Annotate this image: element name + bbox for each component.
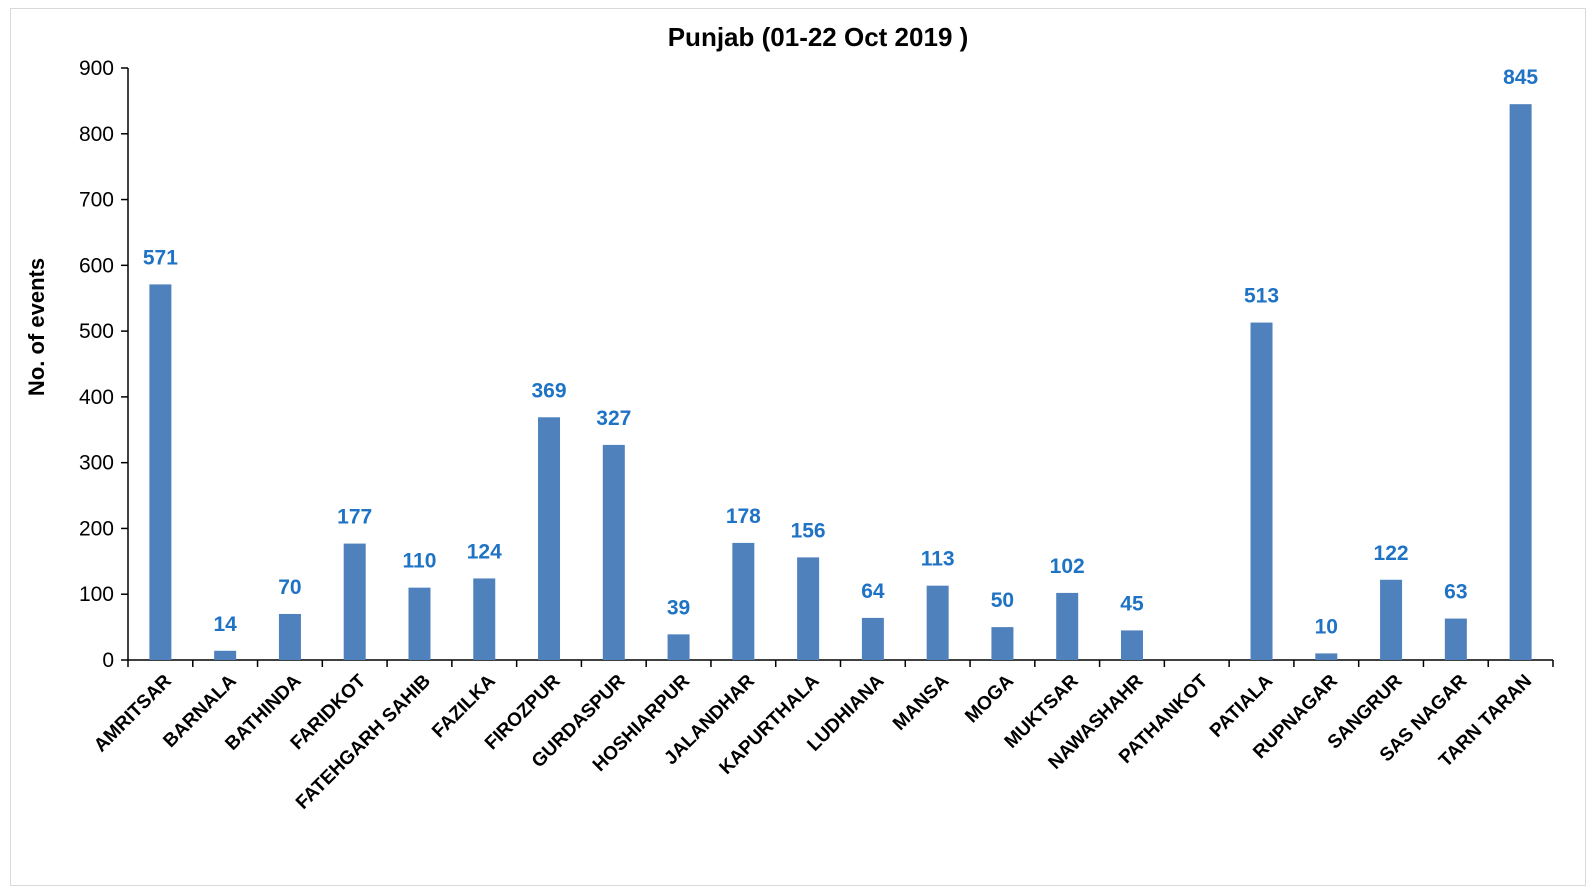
bar — [1120, 630, 1143, 660]
y-axis-label: No. of events — [24, 258, 49, 396]
data-label: 110 — [403, 550, 437, 573]
chart-title: Punjab (01-22 Oct 2019 ) — [668, 22, 969, 52]
data-label: 63 — [1444, 581, 1467, 604]
data-labels: 571 14 70 177 110 124 369 327 39 178 156 64 113 50 102… — [143, 66, 1539, 638]
data-label: 39 — [667, 596, 690, 619]
data-label: 571 — [143, 246, 178, 269]
data-label: 64 — [861, 580, 885, 603]
bar — [149, 284, 172, 660]
x-tick-label: AMRITSAR — [90, 670, 176, 756]
bar — [861, 617, 884, 660]
bar — [1380, 579, 1403, 660]
bar — [1444, 618, 1467, 660]
y-tick-label: 200 — [79, 517, 114, 540]
y-axis: 0 100 200 300 400 500 600 700 800 900 — [79, 57, 129, 672]
bar — [214, 650, 237, 660]
data-label: 102 — [1050, 555, 1085, 578]
data-label: 45 — [1120, 592, 1144, 615]
bar — [278, 613, 301, 660]
bar — [926, 585, 949, 660]
bar — [473, 578, 496, 660]
y-tick-label: 800 — [79, 123, 114, 146]
y-tick-label: 500 — [79, 320, 114, 343]
bar — [1509, 104, 1532, 660]
y-tick-label: 400 — [79, 386, 114, 409]
bar — [797, 557, 820, 660]
data-label: 122 — [1374, 542, 1409, 565]
data-label: 14 — [213, 613, 237, 636]
bar — [408, 587, 431, 660]
x-axis — [127, 659, 1554, 667]
y-tick-label: 600 — [79, 254, 114, 277]
data-label: 124 — [467, 540, 502, 563]
bar — [538, 417, 561, 660]
data-label: 178 — [726, 505, 761, 528]
data-label: 327 — [596, 407, 631, 430]
y-tick-label: 900 — [79, 57, 114, 80]
bar — [732, 542, 755, 660]
x-tick-label: MOGA — [961, 670, 1018, 727]
data-label: 50 — [991, 589, 1014, 612]
bar — [667, 634, 690, 660]
bar — [602, 444, 625, 660]
data-label: 70 — [278, 576, 301, 599]
x-tick-label: MANSA — [889, 670, 953, 734]
y-tick-label: 0 — [102, 649, 114, 672]
data-label: 513 — [1244, 285, 1279, 308]
data-label: 156 — [791, 519, 826, 542]
bar — [991, 627, 1014, 660]
bar — [1056, 592, 1079, 660]
data-label: 113 — [921, 548, 955, 571]
data-label: 10 — [1315, 615, 1338, 638]
bar — [1250, 322, 1273, 660]
y-tick-label: 100 — [79, 583, 114, 606]
chart-frame — [10, 8, 1586, 886]
bar — [343, 543, 366, 660]
bar — [1315, 653, 1338, 660]
x-tick-labels: AMRITSARBARNALABATHINDAFARIDKOTFATEHGARH… — [90, 670, 1536, 813]
data-label: 369 — [531, 379, 566, 402]
data-label: 177 — [337, 506, 372, 529]
y-tick-label: 700 — [79, 189, 114, 212]
bar-series — [149, 104, 1532, 660]
data-label: 845 — [1503, 66, 1538, 89]
y-tick-label: 300 — [79, 452, 114, 475]
